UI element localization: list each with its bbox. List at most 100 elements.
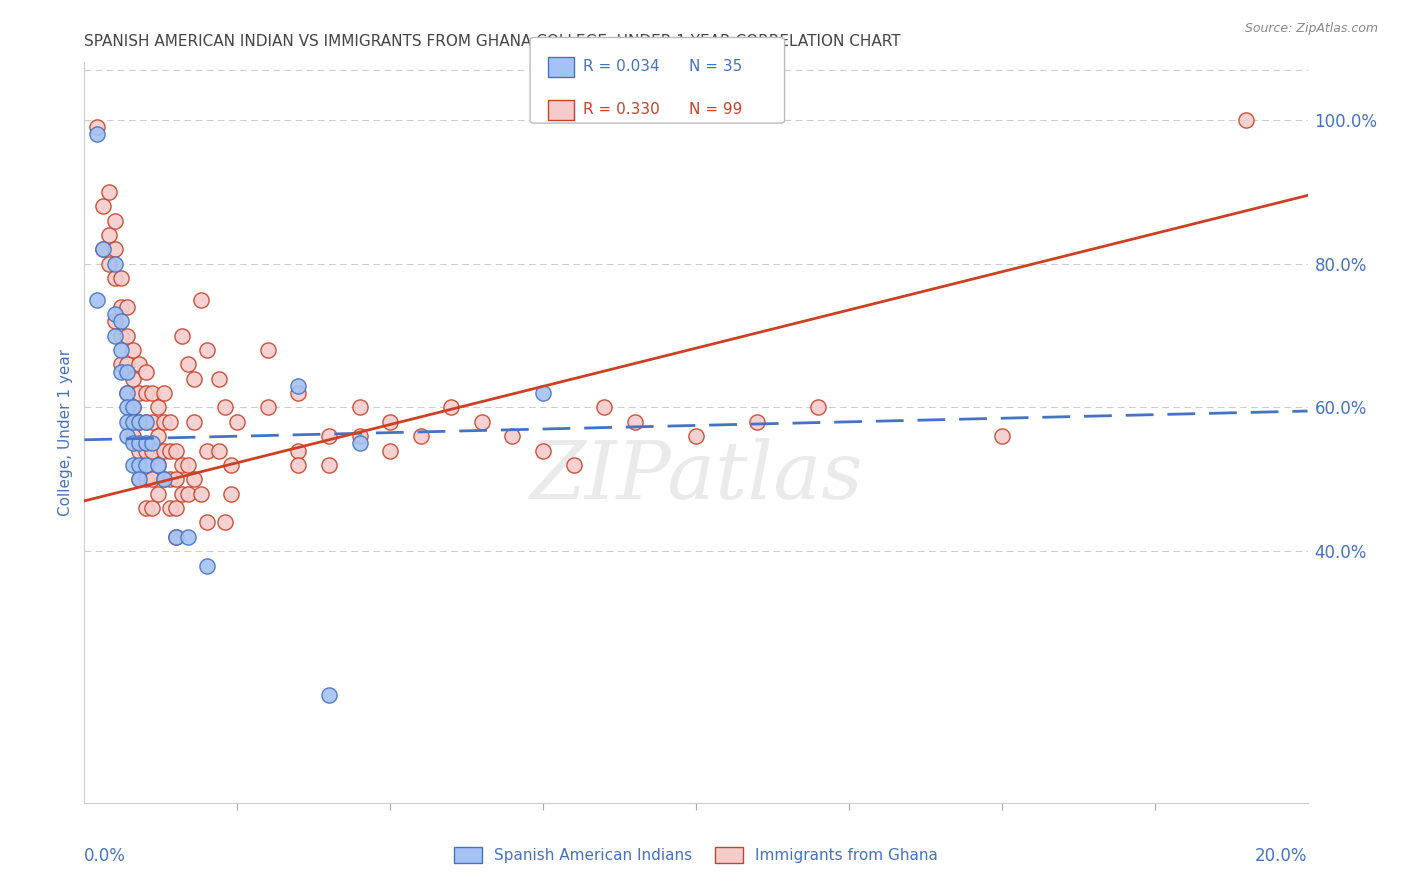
Point: [177, 458, 200, 472]
Point: [86, 120, 108, 135]
Point: [115, 365, 138, 379]
Point: [177, 530, 200, 544]
Point: [128, 443, 150, 458]
Point: [135, 415, 157, 429]
Point: [122, 436, 145, 450]
Point: [91, 199, 114, 213]
Point: [1236, 112, 1258, 127]
Point: [128, 472, 150, 486]
Point: [104, 314, 127, 328]
Point: [104, 328, 127, 343]
Point: [219, 486, 242, 500]
Point: [219, 458, 242, 472]
Point: [128, 415, 150, 429]
Point: [195, 516, 218, 530]
Point: [135, 386, 157, 401]
Text: R = 0.034: R = 0.034: [583, 60, 659, 74]
Point: [177, 486, 200, 500]
Point: [153, 472, 176, 486]
Point: [128, 472, 150, 486]
Point: [115, 357, 138, 371]
Point: [318, 458, 340, 472]
Point: [257, 401, 280, 415]
Point: [122, 401, 145, 415]
Point: [141, 472, 163, 486]
Point: [531, 443, 554, 458]
Point: [135, 415, 157, 429]
Point: [122, 401, 145, 415]
Point: [214, 516, 236, 530]
Point: [135, 458, 157, 472]
Point: [146, 429, 169, 443]
Point: [159, 501, 181, 516]
Point: [257, 343, 280, 357]
Point: [91, 243, 114, 257]
Point: [141, 501, 163, 516]
Point: [146, 458, 169, 472]
Point: [153, 443, 176, 458]
Point: [115, 386, 138, 401]
Point: [165, 472, 187, 486]
Point: [91, 243, 114, 257]
Point: [128, 415, 150, 429]
Point: [122, 415, 145, 429]
Point: [135, 472, 157, 486]
Point: [440, 401, 463, 415]
Point: [287, 379, 309, 393]
Point: [110, 271, 132, 285]
Point: [141, 415, 163, 429]
Text: Source: ZipAtlas.com: Source: ZipAtlas.com: [1244, 22, 1378, 36]
Point: [97, 257, 120, 271]
Point: [141, 386, 163, 401]
Point: [135, 365, 157, 379]
Point: [380, 415, 402, 429]
Point: [115, 401, 138, 415]
Text: 20.0%: 20.0%: [1256, 847, 1308, 865]
Point: [380, 443, 402, 458]
Point: [135, 443, 157, 458]
Text: R = 0.330: R = 0.330: [583, 103, 661, 117]
Point: [115, 415, 138, 429]
Point: [97, 227, 120, 242]
Point: [135, 436, 157, 450]
Point: [104, 271, 127, 285]
Point: [104, 243, 127, 257]
Point: [146, 401, 169, 415]
Point: [122, 429, 145, 443]
Point: [153, 415, 176, 429]
Point: [110, 343, 132, 357]
Point: [214, 401, 236, 415]
Point: [153, 386, 176, 401]
Point: [135, 501, 157, 516]
Text: ZIPatlas: ZIPatlas: [529, 438, 863, 516]
Point: [349, 429, 371, 443]
Point: [110, 300, 132, 314]
Point: [110, 314, 132, 328]
Point: [172, 328, 194, 343]
Point: [153, 472, 176, 486]
Point: [172, 486, 194, 500]
Text: SPANISH AMERICAN INDIAN VS IMMIGRANTS FROM GHANA COLLEGE, UNDER 1 YEAR CORRELATI: SPANISH AMERICAN INDIAN VS IMMIGRANTS FR…: [84, 34, 901, 49]
Point: [104, 213, 127, 227]
Point: [318, 429, 340, 443]
Point: [128, 357, 150, 371]
Point: [471, 415, 494, 429]
Point: [86, 293, 108, 307]
Point: [110, 357, 132, 371]
Point: [685, 429, 707, 443]
Point: [208, 372, 231, 386]
Point: [86, 128, 108, 142]
Point: [165, 530, 187, 544]
Point: [159, 415, 181, 429]
Point: [287, 443, 309, 458]
Point: [195, 343, 218, 357]
Point: [122, 458, 145, 472]
Text: 0.0%: 0.0%: [84, 847, 127, 865]
Point: [115, 300, 138, 314]
Point: [141, 443, 163, 458]
Point: [128, 458, 150, 472]
Point: [208, 443, 231, 458]
Point: [128, 436, 150, 450]
Point: [110, 365, 132, 379]
Point: [747, 415, 769, 429]
